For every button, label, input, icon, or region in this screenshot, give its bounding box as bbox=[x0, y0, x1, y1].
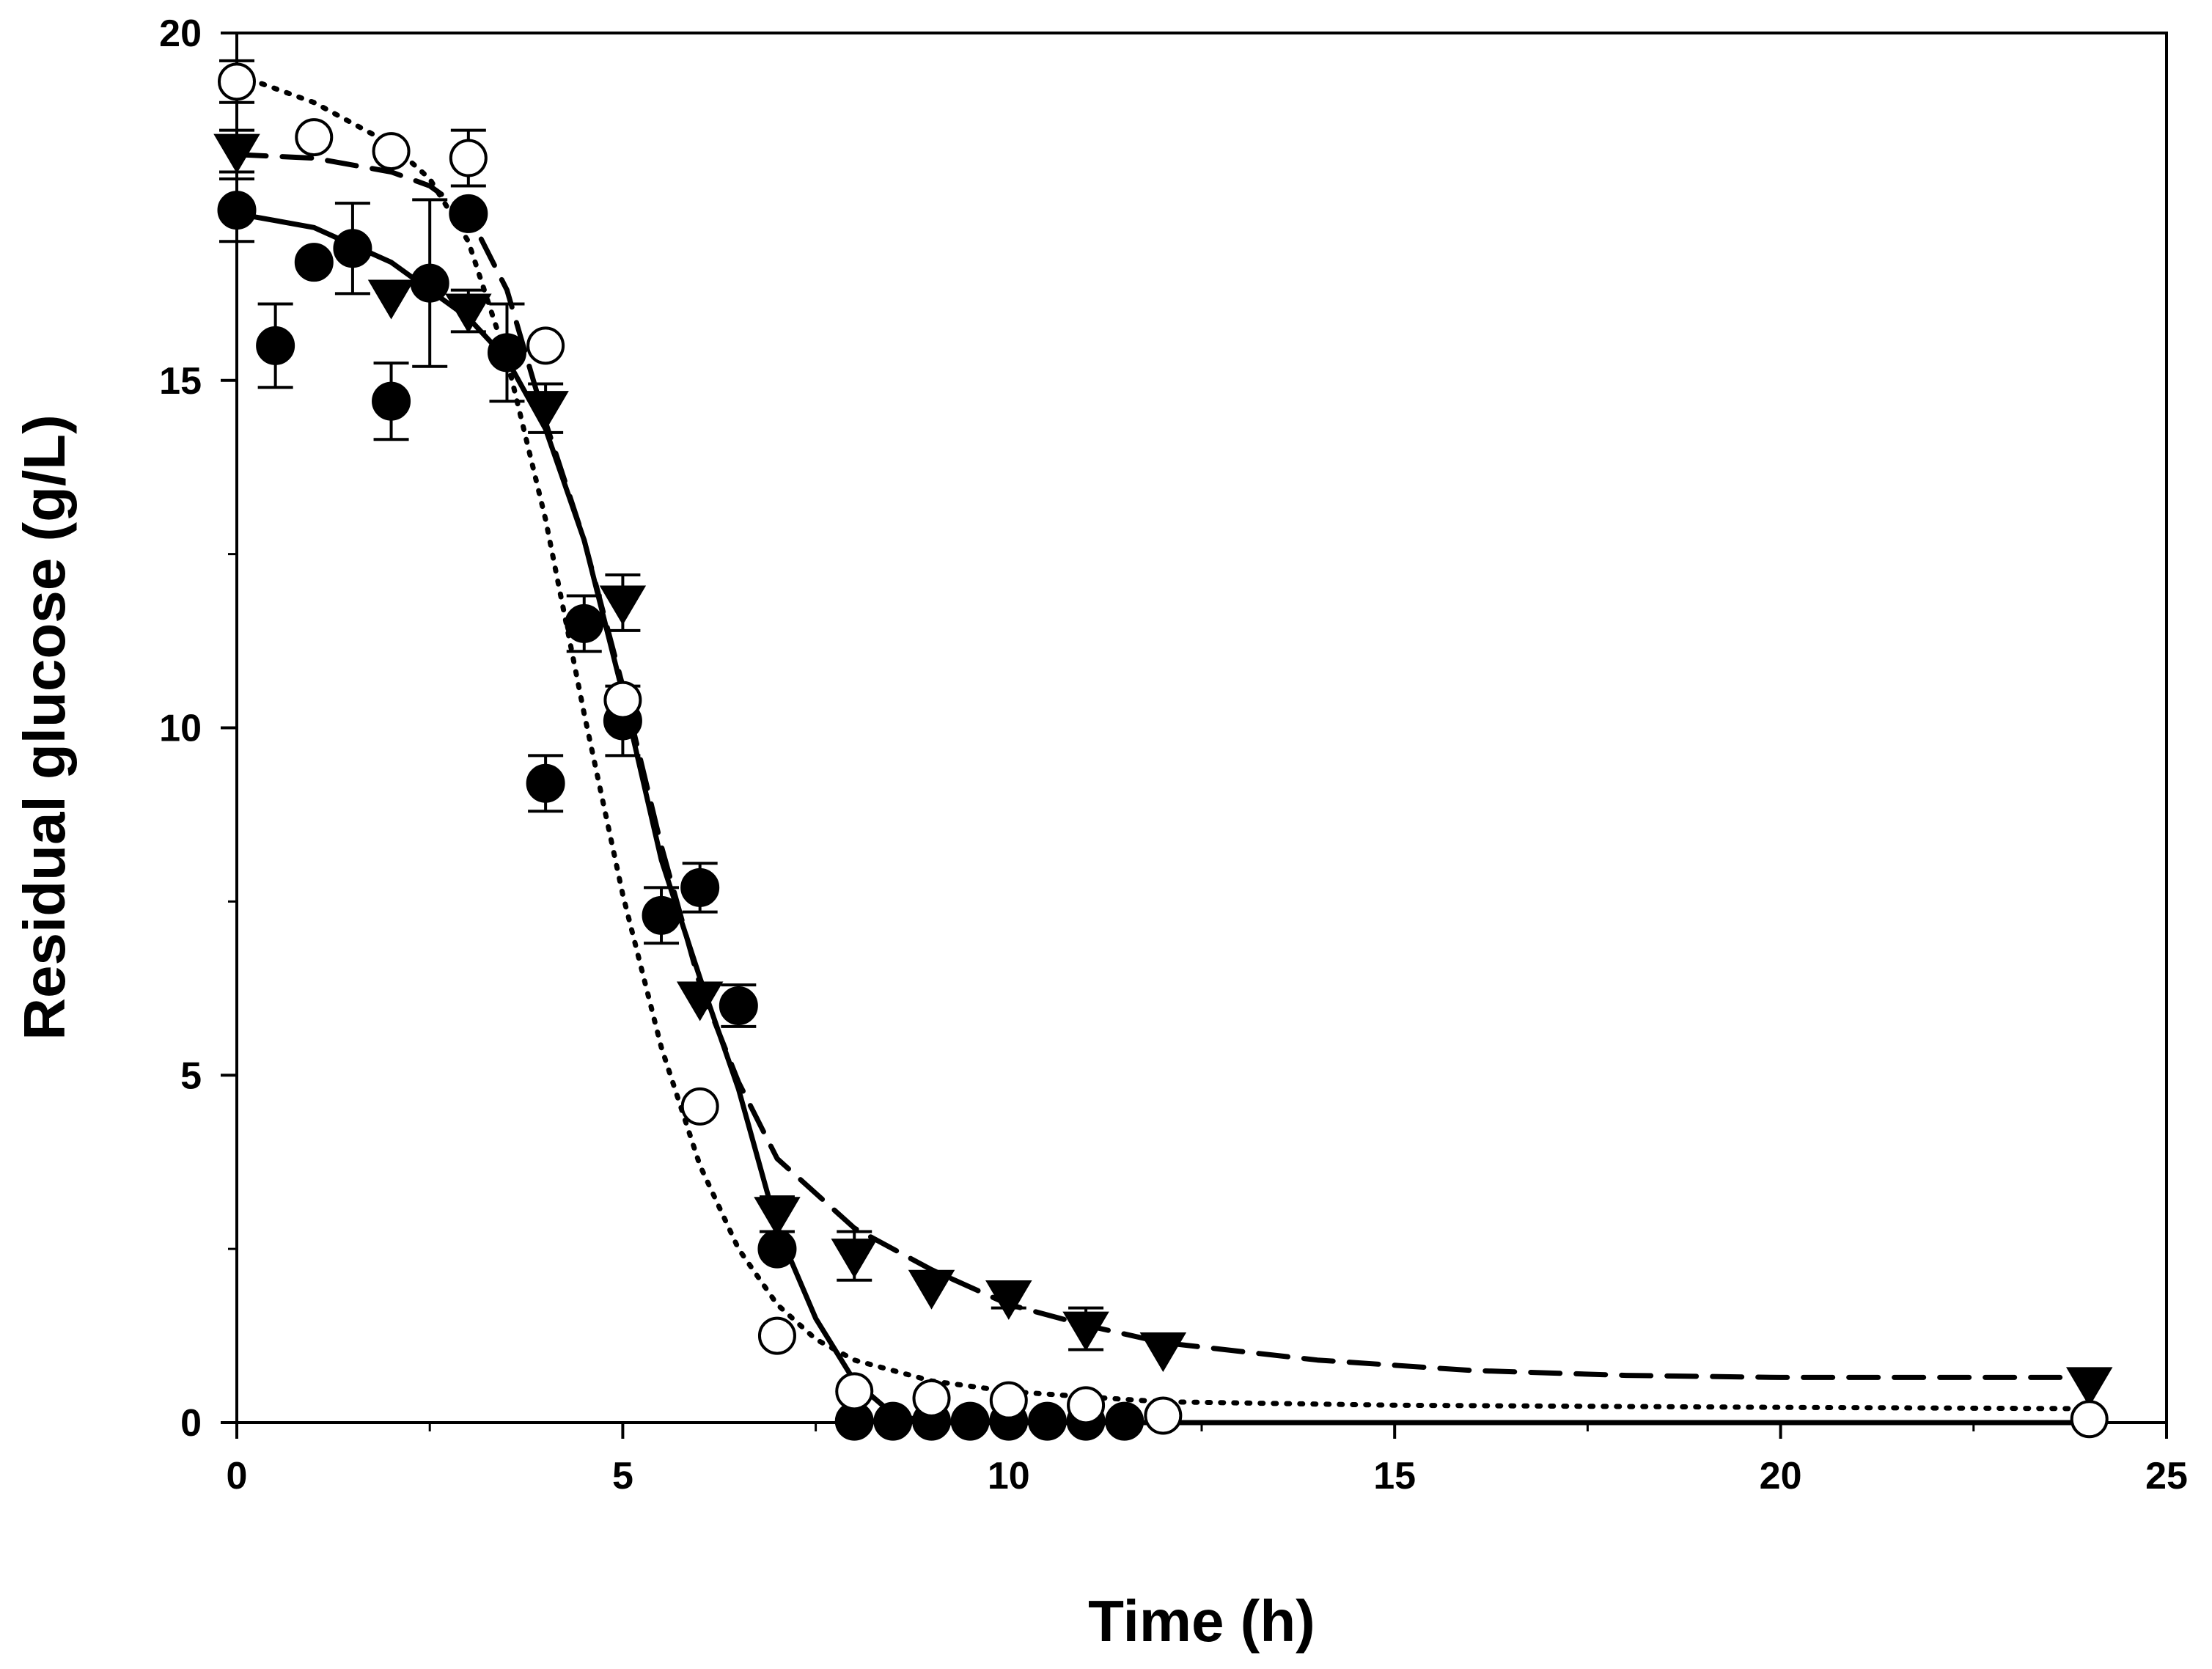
fit-line-1 bbox=[234, 210, 2092, 1426]
data-point-filled-circle bbox=[410, 263, 449, 303]
y-tick-label: 5 bbox=[180, 1054, 202, 1097]
data-point-triangle bbox=[908, 1269, 955, 1310]
data-point-filled-circle bbox=[217, 191, 257, 230]
data-point-filled-circle bbox=[333, 229, 372, 268]
y-axis-title: Residual glucose (g/L) bbox=[12, 414, 77, 1040]
data-point-triangle bbox=[445, 293, 492, 334]
data-point-filled-circle bbox=[1105, 1401, 1144, 1441]
data-point-filled-circle bbox=[642, 895, 681, 935]
data-point-filled-circle bbox=[1027, 1401, 1067, 1441]
data-point-filled-circle bbox=[565, 604, 604, 643]
data-point-open-circle bbox=[989, 1381, 1028, 1420]
y-axis-ticks: 0 5 10 15 20 bbox=[159, 12, 237, 1445]
x-tick-label: 0 bbox=[227, 1455, 248, 1497]
x-tick-label: 20 bbox=[1760, 1455, 1802, 1497]
data-point-open-circle bbox=[2070, 1400, 2109, 1439]
data-point-filled-circle bbox=[757, 1229, 797, 1269]
y-tick-label: 0 bbox=[180, 1402, 202, 1445]
x-tick-label: 15 bbox=[1373, 1455, 1416, 1497]
x-axis-ticks: 0 5 10 15 20 25 bbox=[227, 1423, 2188, 1497]
data-point-open-circle bbox=[603, 681, 642, 719]
data-point-open-circle bbox=[680, 1087, 719, 1126]
data-point-filled-circle bbox=[487, 333, 526, 373]
data-point-triangle bbox=[367, 279, 415, 320]
data-point-filled-circle bbox=[372, 381, 411, 421]
data-point-triangle bbox=[599, 585, 647, 626]
data-markers bbox=[213, 62, 2113, 1441]
y-tick-label: 15 bbox=[159, 360, 202, 403]
data-point-triangle bbox=[1062, 1311, 1109, 1351]
data-point-open-circle bbox=[526, 326, 565, 365]
data-point-filled-circle bbox=[680, 867, 720, 907]
data-point-triangle bbox=[1139, 1332, 1187, 1372]
data-point-filled-circle bbox=[294, 243, 334, 282]
data-point-triangle bbox=[985, 1280, 1032, 1320]
data-point-open-circle bbox=[757, 1316, 796, 1355]
fit-lines bbox=[234, 72, 2092, 1426]
y-tick-label: 20 bbox=[159, 12, 202, 55]
data-point-filled-circle bbox=[950, 1401, 990, 1441]
data-point-filled-circle bbox=[719, 986, 758, 1025]
data-point-open-circle bbox=[1144, 1396, 1183, 1435]
y-tick-label: 10 bbox=[159, 708, 202, 750]
data-point-triangle bbox=[831, 1239, 878, 1279]
data-point-open-circle bbox=[449, 139, 488, 177]
data-point-open-circle bbox=[835, 1372, 874, 1411]
data-point-filled-circle bbox=[449, 194, 488, 233]
data-point-triangle bbox=[213, 133, 260, 174]
x-tick-label: 25 bbox=[2145, 1455, 2188, 1497]
data-point-open-circle bbox=[295, 118, 334, 157]
data-point-triangle bbox=[754, 1197, 801, 1237]
data-point-triangle bbox=[676, 981, 724, 1021]
data-point-open-circle bbox=[912, 1379, 951, 1417]
data-point-filled-circle bbox=[873, 1401, 913, 1441]
plot-frame bbox=[235, 32, 2168, 1424]
data-point-triangle bbox=[522, 391, 569, 431]
data-point-open-circle bbox=[1067, 1386, 1106, 1425]
x-axis-title: Time (h) bbox=[1088, 1588, 1315, 1654]
data-point-filled-circle bbox=[256, 326, 295, 365]
data-point-open-circle bbox=[218, 62, 256, 101]
fit-line-3 bbox=[234, 72, 2092, 1412]
data-point-open-circle bbox=[372, 132, 411, 171]
x-tick-label: 10 bbox=[988, 1455, 1030, 1497]
x-tick-label: 5 bbox=[612, 1455, 633, 1497]
data-point-filled-circle bbox=[526, 763, 565, 803]
data-point-triangle bbox=[2065, 1367, 2113, 1407]
